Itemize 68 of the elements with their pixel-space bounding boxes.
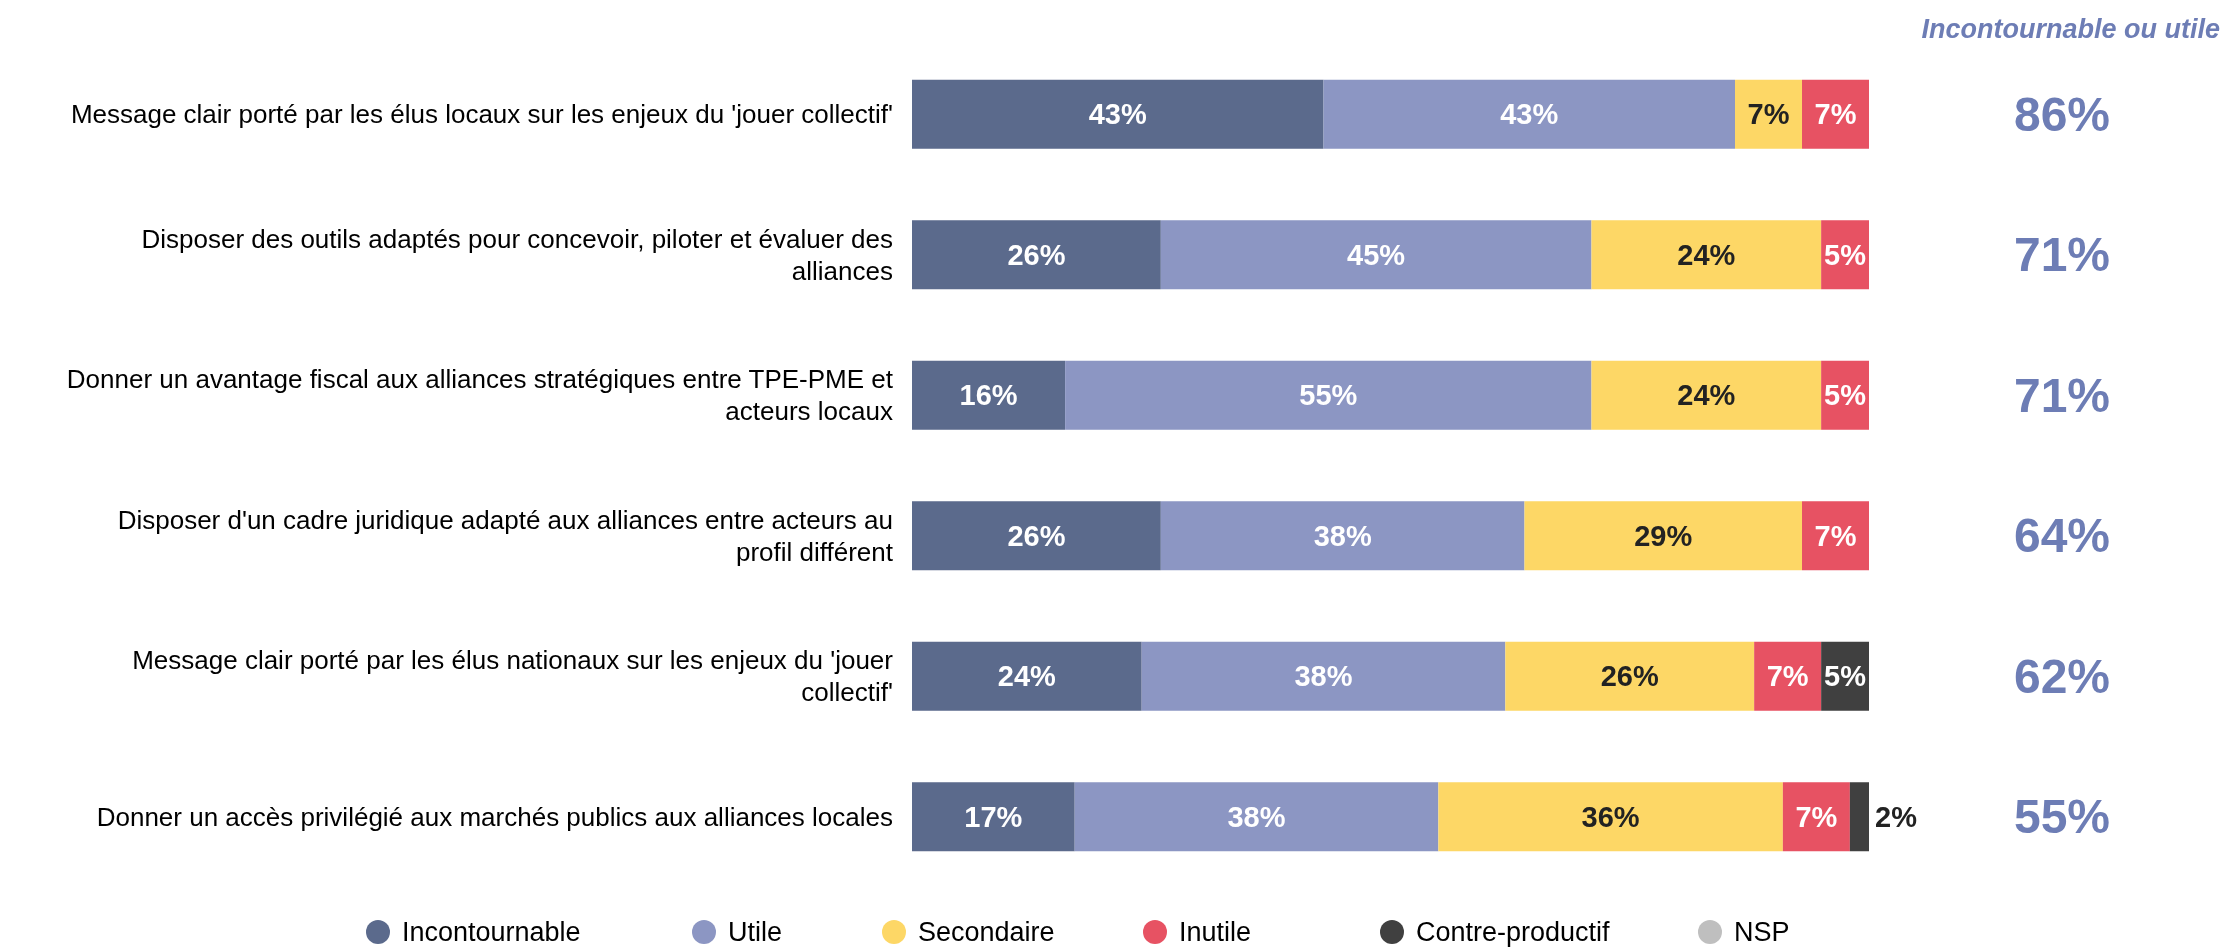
bar bbox=[912, 641, 1142, 711]
bar bbox=[1438, 782, 1783, 852]
data-label: 7% bbox=[1795, 800, 1838, 833]
data-label: 24% bbox=[1677, 379, 1736, 412]
legend-label: NSP bbox=[1734, 917, 1790, 947]
data-label: 17% bbox=[964, 800, 1023, 833]
bar bbox=[1591, 360, 1822, 430]
data-label: 26% bbox=[1007, 519, 1066, 552]
text: 55% bbox=[2013, 790, 2111, 844]
legend-label: Contre-productif bbox=[1416, 917, 1611, 947]
bar bbox=[1591, 220, 1822, 290]
data-label: 45% bbox=[1347, 238, 1406, 271]
data-label: 38% bbox=[1313, 519, 1372, 552]
y-tick-label: Message clair porté par les élus locaux sur les enjeux du 'jouer collectif' bbox=[70, 99, 893, 130]
bar bbox=[1524, 501, 1803, 571]
text: 86% bbox=[2013, 87, 2111, 141]
bar bbox=[1782, 782, 1850, 852]
data-label: 24% bbox=[1677, 238, 1736, 271]
data-label: 24% bbox=[997, 660, 1057, 693]
bar bbox=[912, 501, 1161, 571]
bar bbox=[912, 79, 1324, 149]
data-label: 55% bbox=[1299, 379, 1358, 412]
data-label: 7% bbox=[1766, 660, 1809, 693]
bar bbox=[1802, 501, 1869, 571]
data-label: 5% bbox=[1824, 660, 1867, 693]
bar bbox=[1074, 782, 1439, 852]
data-label: 7% bbox=[1814, 98, 1857, 131]
text: 64% bbox=[2013, 509, 2111, 563]
bar bbox=[1065, 360, 1592, 430]
data-label: 43% bbox=[1088, 98, 1147, 131]
bar bbox=[1160, 501, 1525, 571]
y-tick-label: Message clair porté par les élus nationaux sur les enjeux du 'jouer collectif' bbox=[132, 645, 894, 708]
bar bbox=[912, 220, 1161, 290]
legend-label: Incontournable bbox=[402, 917, 581, 947]
y-tick-label: Donner un avantage fiscal aux alliances stratégiques entre TPE-PME et acteurs locaux bbox=[66, 364, 894, 427]
data-label: 38% bbox=[1294, 660, 1353, 693]
bar bbox=[1160, 220, 1592, 290]
data-label: 38% bbox=[1227, 800, 1286, 833]
text: 71% bbox=[2013, 368, 2111, 422]
bar bbox=[1849, 782, 1869, 852]
bar bbox=[1141, 641, 1506, 711]
data-label: 5% bbox=[1824, 379, 1867, 412]
bar bbox=[912, 360, 1066, 430]
legend-label: Utile bbox=[728, 917, 783, 947]
legend-label: Inutile bbox=[1179, 917, 1252, 947]
data-label: 5% bbox=[1824, 238, 1867, 271]
bar bbox=[1323, 79, 1736, 149]
legend-label: Secondaire bbox=[918, 917, 1055, 947]
text: Incontournable ou utile bbox=[1921, 14, 2220, 44]
data-label: 36% bbox=[1581, 800, 1640, 833]
data-label: 2% bbox=[1875, 800, 1918, 833]
data-label: 7% bbox=[1747, 98, 1790, 131]
data-label: 16% bbox=[959, 379, 1018, 412]
data-label: 43% bbox=[1500, 98, 1559, 131]
bar bbox=[1802, 79, 1869, 149]
data-label: 26% bbox=[1007, 238, 1066, 271]
bar bbox=[1505, 641, 1755, 711]
y-tick-label: Donner un accès privilégié aux marchés publics aux alliances locales bbox=[96, 801, 893, 832]
data-label: 26% bbox=[1600, 660, 1659, 693]
bar bbox=[1735, 79, 1803, 149]
data-label: 29% bbox=[1634, 519, 1693, 552]
bar bbox=[1754, 641, 1822, 711]
y-tick-label: Disposer d'un cadre juridique adapté aux alliances entre acteurs au profil différent bbox=[117, 504, 894, 567]
data-label: 7% bbox=[1814, 519, 1857, 552]
text: 62% bbox=[2013, 649, 2111, 703]
text: 71% bbox=[2013, 228, 2111, 282]
y-tick-label: Disposer des outils adaptés pour concevoir, piloter et évaluer des alliances bbox=[141, 223, 893, 286]
bar bbox=[912, 782, 1075, 852]
